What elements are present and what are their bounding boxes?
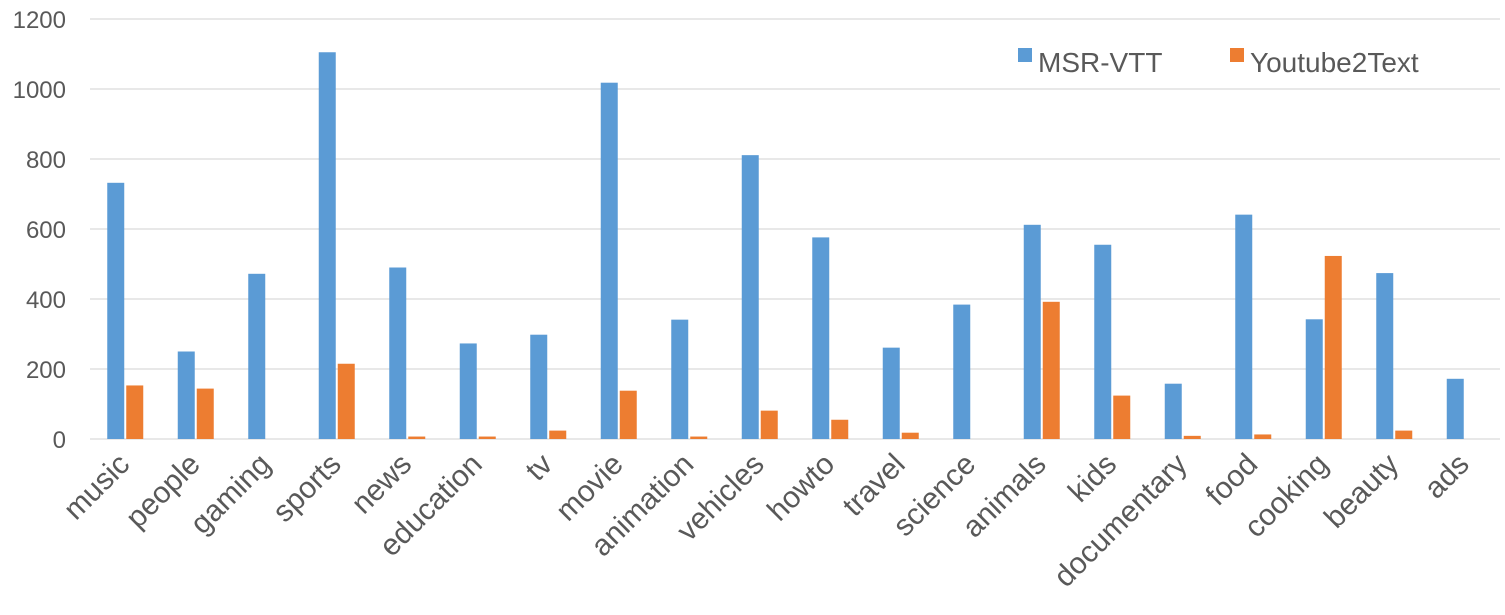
- bar-msr-vtt-tv: [530, 334, 548, 439]
- y-tick-label: 0: [53, 427, 66, 454]
- bar-youtube2text-beauty: [1395, 430, 1413, 439]
- bars: [107, 52, 1464, 440]
- bar-msr-vtt-food: [1235, 214, 1253, 439]
- x-category-label: tv: [519, 448, 559, 488]
- bar-msr-vtt-cooking: [1305, 319, 1323, 439]
- bar-msr-vtt-animation: [671, 319, 689, 439]
- bar-msr-vtt-science: [953, 304, 971, 439]
- y-tick-label: 400: [26, 287, 66, 314]
- y-tick-label: 600: [26, 217, 66, 244]
- bar-msr-vtt-movie: [600, 82, 618, 439]
- legend-label: Youtube2Text: [1250, 47, 1419, 78]
- bar-youtube2text-music: [126, 385, 144, 439]
- bar-msr-vtt-howto: [812, 237, 830, 439]
- bar-msr-vtt-news: [389, 267, 407, 439]
- y-tick-label: 1000: [13, 77, 66, 104]
- x-category-label: kids: [1062, 448, 1123, 509]
- y-tick-label: 200: [26, 357, 66, 384]
- bar-msr-vtt-gaming: [248, 273, 266, 439]
- x-category-label: beauty: [1318, 448, 1405, 535]
- bar-youtube2text-people: [196, 388, 214, 439]
- bar-youtube2text-howto: [831, 419, 849, 439]
- bar-youtube2text-kids: [1113, 395, 1131, 439]
- bar-youtube2text-news: [408, 436, 426, 439]
- bar-youtube2text-movie: [619, 390, 637, 439]
- x-category-label: sports: [267, 448, 348, 529]
- bar-msr-vtt-ads: [1446, 378, 1464, 439]
- bar-youtube2text-cooking: [1324, 255, 1342, 439]
- bar-youtube2text-vehicles: [760, 410, 778, 439]
- x-category-label: gaming: [184, 448, 277, 541]
- x-category-label: ads: [1418, 448, 1476, 506]
- bar-youtube2text-tv: [549, 430, 567, 439]
- bar-msr-vtt-documentary: [1164, 383, 1182, 439]
- bar-youtube2text-sports: [337, 363, 355, 439]
- y-tick-label: 800: [26, 147, 66, 174]
- y-tick-label: 1200: [13, 7, 66, 34]
- legend-swatch: [1018, 48, 1032, 62]
- gridlines: [90, 18, 1500, 440]
- x-category-label: howto: [761, 448, 841, 528]
- bar-msr-vtt-music: [107, 182, 125, 440]
- bar-msr-vtt-sports: [318, 52, 336, 439]
- bar-youtube2text-animals: [1042, 301, 1060, 439]
- bar-msr-vtt-education: [459, 343, 477, 439]
- y-axis-ticks: 0 200 400 600 800 1000 1200: [13, 7, 66, 454]
- bar-youtube2text-education: [478, 436, 496, 439]
- bar-msr-vtt-beauty: [1376, 273, 1394, 439]
- bar-youtube2text-animation: [690, 436, 708, 439]
- bar-msr-vtt-people: [177, 351, 195, 439]
- bar-youtube2text-food: [1254, 434, 1272, 439]
- bar-youtube2text-documentary: [1183, 435, 1201, 439]
- x-category-label: food: [1200, 448, 1265, 513]
- bar-youtube2text-travel: [901, 432, 919, 439]
- legend-label: MSR-VTT: [1038, 47, 1162, 78]
- bar-msr-vtt-travel: [882, 347, 900, 439]
- legend: MSR-VTT Youtube2Text: [1018, 47, 1419, 78]
- bar-msr-vtt-animals: [1023, 224, 1041, 439]
- legend-swatch: [1230, 48, 1244, 62]
- bar-msr-vtt-kids: [1094, 244, 1112, 439]
- bar-msr-vtt-vehicles: [741, 155, 759, 439]
